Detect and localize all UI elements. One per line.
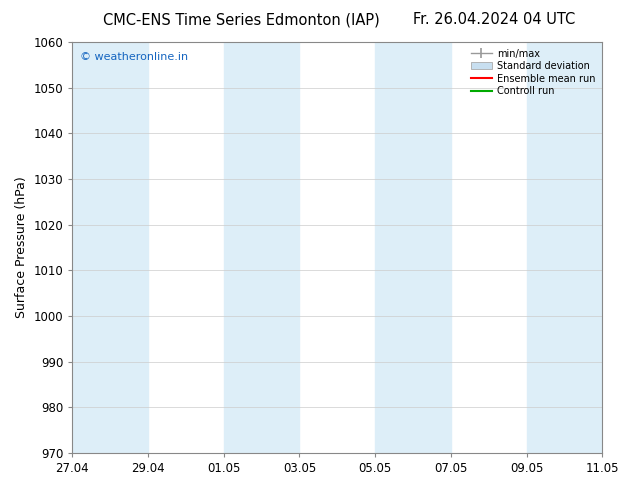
Bar xyxy=(527,42,602,453)
Legend: min/max, Standard deviation, Ensemble mean run, Controll run: min/max, Standard deviation, Ensemble me… xyxy=(469,47,597,98)
Bar xyxy=(375,42,451,453)
Bar xyxy=(72,42,148,453)
Text: Fr. 26.04.2024 04 UTC: Fr. 26.04.2024 04 UTC xyxy=(413,12,576,27)
Bar xyxy=(224,42,299,453)
Text: CMC-ENS Time Series Edmonton (IAP): CMC-ENS Time Series Edmonton (IAP) xyxy=(103,12,379,27)
Text: © weatheronline.in: © weatheronline.in xyxy=(81,52,188,62)
Y-axis label: Surface Pressure (hPa): Surface Pressure (hPa) xyxy=(15,176,28,318)
